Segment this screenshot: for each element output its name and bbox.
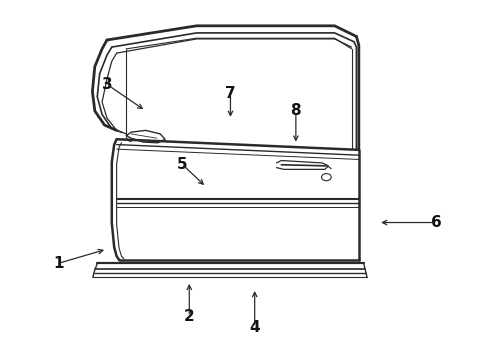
Text: 5: 5 bbox=[177, 157, 187, 172]
Text: 1: 1 bbox=[53, 256, 64, 271]
Text: 2: 2 bbox=[184, 309, 195, 324]
Text: 4: 4 bbox=[249, 320, 260, 334]
Text: 3: 3 bbox=[101, 77, 112, 92]
Text: 7: 7 bbox=[225, 86, 236, 101]
Text: 8: 8 bbox=[291, 103, 301, 118]
Text: 6: 6 bbox=[431, 215, 441, 230]
